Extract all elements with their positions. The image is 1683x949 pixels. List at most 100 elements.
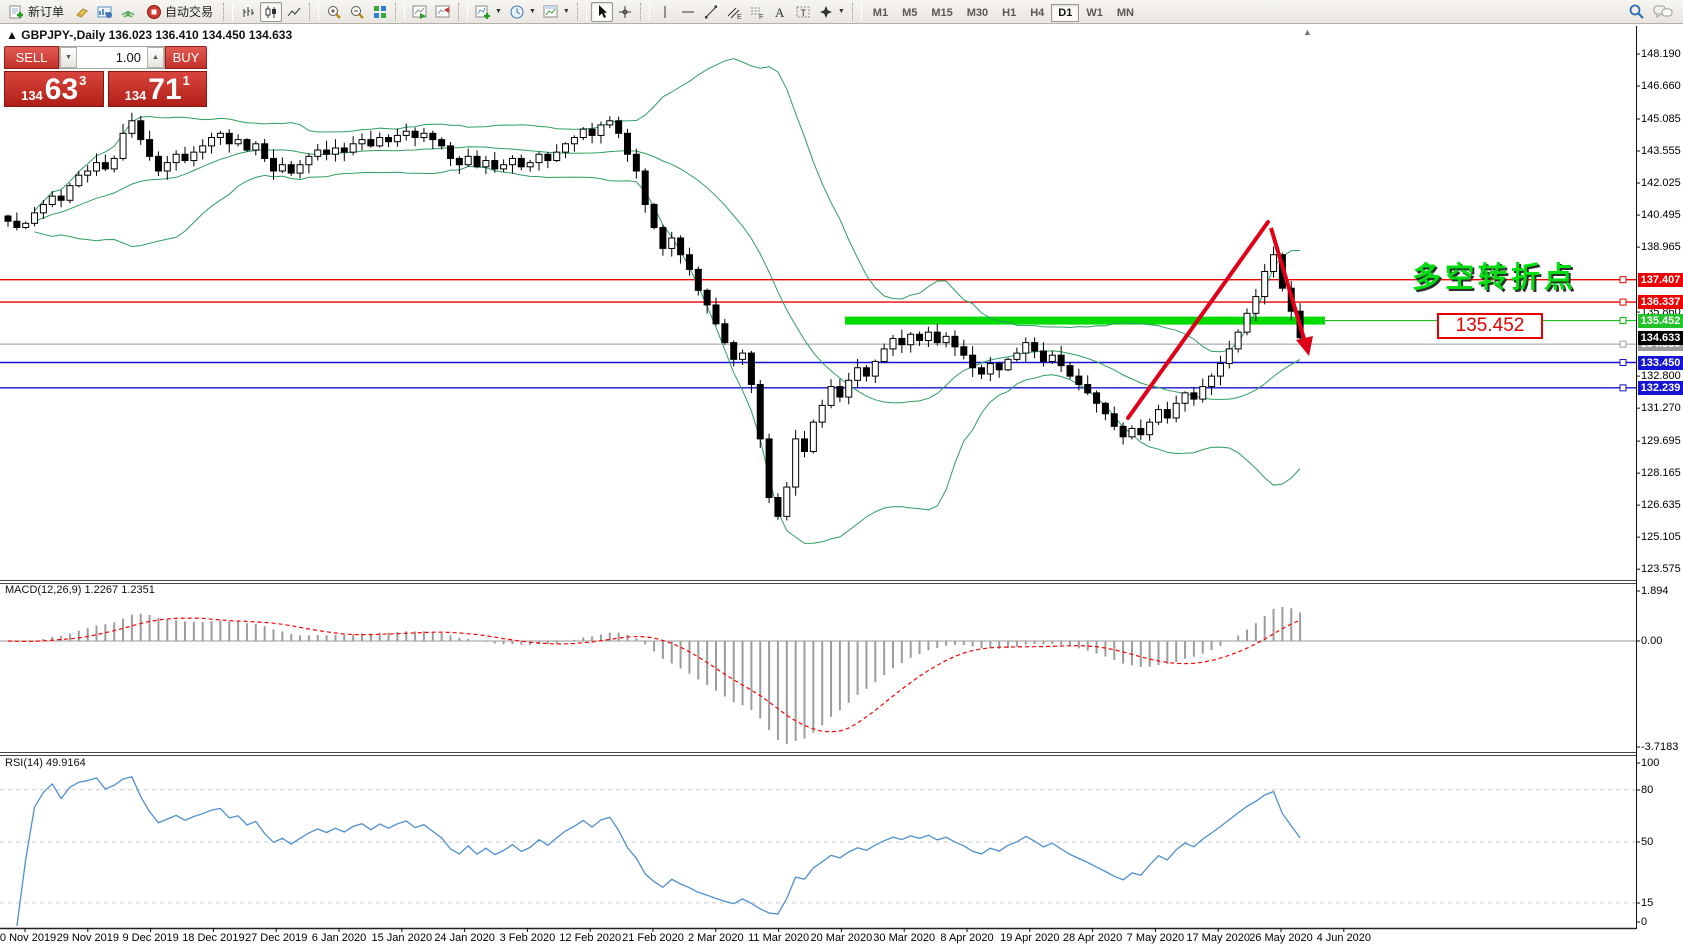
svg-text:E: E [737, 14, 742, 20]
autotrading-button[interactable]: 自动交易 [140, 2, 219, 22]
annotation-text[interactable]: 多空转折点 [1412, 262, 1578, 294]
chart-shift-button[interactable] [432, 2, 454, 22]
price-axis-tick: 125.105 [1641, 531, 1681, 544]
price-axis-tick: 140.495 [1641, 209, 1681, 222]
timeframe-d1[interactable]: D1 [1051, 3, 1080, 22]
tile-windows-button[interactable] [369, 2, 391, 22]
text-button[interactable]: A [769, 2, 791, 22]
toolbar-separator [223, 2, 234, 21]
bar-chart-icon [243, 6, 255, 17]
date-axis-label: 29 Nov 2019 [56, 932, 119, 944]
timeframe-w1[interactable]: W1 [1086, 6, 1103, 19]
timeframe-h1[interactable]: H1 [1002, 6, 1017, 19]
arrows-button[interactable]: ▼ [815, 2, 848, 22]
symbol-period-label: GBPJPY-,Daily [21, 28, 106, 42]
horizontal-line-button[interactable] [677, 2, 699, 22]
indicators-button[interactable]: ▼ [472, 2, 505, 22]
date-axis-label: 11 Mar 2020 [748, 932, 810, 944]
tile-windows-icon [374, 5, 387, 18]
new-order-icon [9, 5, 23, 18]
macd-axis-tick: 0.00 [1641, 635, 1663, 647]
search-icon[interactable] [1628, 3, 1645, 20]
rsi-axis-tick: 80 [1641, 784, 1654, 796]
new-order-button[interactable]: 新订单 [3, 2, 70, 22]
chat-icon[interactable] [1653, 4, 1673, 20]
candlestick-chart-icon [265, 5, 277, 18]
market-watch-button[interactable] [94, 2, 116, 22]
macd-axis-tick: -3.7183 [1641, 741, 1679, 753]
cursor-button[interactable] [590, 1, 613, 22]
sell-price-box[interactable]: 134 63 3 [4, 71, 104, 107]
profile-icon [76, 7, 88, 18]
signal-button[interactable] [117, 2, 139, 22]
main-toolbar: 新订单 自动交易 ▼ ▼ [0, 0, 1683, 24]
buy-price-big: 71 [148, 73, 182, 106]
trendline-button[interactable] [700, 2, 722, 22]
price-axis-tick: 145.085 [1641, 112, 1681, 125]
chart-title: ▲ GBPJPY-,Daily 136.023 136.410 134.450 … [6, 28, 292, 42]
date-axis-label: 28 Apr 2020 [1062, 932, 1123, 944]
dropdown-arrow-icon: ▼ [837, 8, 845, 15]
toolbar-separator [458, 2, 469, 21]
buy-price-box[interactable]: 134 71 1 [107, 71, 207, 107]
date-axis-label: 2 Mar 2020 [687, 932, 744, 944]
price-callout[interactable]: 135.452 [1437, 313, 1543, 339]
timeframe-m30[interactable]: M30 [966, 6, 989, 19]
text-icon: A [775, 5, 785, 20]
timeframe-m5[interactable]: M5 [902, 6, 918, 19]
volume-stepper: ▼ 1.00 ▲ [59, 46, 165, 69]
timeframe-group: M1 M5 M15 M30 H1 H4 D1 W1 MN [866, 3, 1141, 22]
price-tag-133.450: 133.450 [1638, 355, 1683, 370]
zoom-in-icon [328, 5, 341, 19]
text-label-button[interactable]: T [792, 2, 814, 22]
templates-button[interactable]: ▼ [540, 2, 573, 22]
buy-button[interactable]: BUY [165, 46, 207, 69]
text-label-icon: T [796, 6, 810, 18]
zoom-out-button[interactable] [346, 2, 368, 22]
date-axis-label: 9 Dec 2019 [122, 932, 179, 944]
svg-text:F: F [759, 14, 763, 20]
timeframe-m1[interactable]: M1 [872, 6, 889, 19]
new-order-label: 新订单 [28, 5, 65, 19]
profile-button[interactable] [71, 2, 93, 22]
date-axis-label: 18 Dec 2019 [182, 932, 245, 944]
svg-text:T: T [800, 8, 806, 18]
rsi-axis-tick: 50 [1641, 836, 1654, 848]
timeframe-m15[interactable]: M15 [931, 6, 953, 19]
rsi-axis-tick: 15 [1641, 897, 1654, 909]
volume-decrease-button[interactable]: ▼ [60, 47, 77, 68]
scroll-to-end-marker[interactable]: ▲ [1303, 27, 1312, 37]
price-axis-tick: 129.695 [1641, 435, 1681, 448]
auto-scroll-button[interactable] [409, 2, 431, 22]
vertical-line-button[interactable] [654, 2, 676, 22]
price-axis-tick: 138.965 [1641, 241, 1681, 254]
crosshair-icon [618, 5, 631, 18]
macd-signal-value: 1.2351 [121, 584, 155, 596]
crosshair-button[interactable] [614, 2, 636, 22]
date-axis-label: 20 Mar 2020 [810, 932, 873, 944]
rsi-axis-tick: 100 [1641, 757, 1660, 769]
periods-button[interactable]: ▼ [506, 2, 539, 22]
timeframe-mn[interactable]: MN [1116, 6, 1134, 19]
fibonacci-button[interactable]: F [746, 2, 768, 22]
cursor-icon [598, 4, 607, 18]
sell-button[interactable]: SELL [4, 46, 59, 69]
date-axis-label: 30 Mar 2020 [873, 932, 936, 944]
price-axis-tick: 132.800 [1641, 370, 1681, 383]
volume-increase-button[interactable]: ▲ [147, 47, 164, 68]
line-chart-button[interactable] [283, 2, 305, 22]
bar-chart-button[interactable] [237, 2, 259, 22]
dropdown-arrow-icon: ▼ [528, 8, 536, 15]
date-axis-label: 20 Nov 2019 [0, 932, 57, 944]
timeframe-h4[interactable]: H4 [1030, 6, 1045, 19]
date-axis-label: 15 Jan 2020 [371, 932, 433, 944]
autotrading-icon [147, 4, 162, 19]
volume-value[interactable]: 1.00 [115, 50, 141, 65]
date-axis-label: 3 Feb 2020 [499, 932, 556, 944]
buy-price-prefix: 134 [124, 88, 147, 103]
toolbar-separator [639, 2, 650, 21]
channel-button[interactable]: E [723, 2, 745, 22]
candlestick-chart-button[interactable] [260, 1, 283, 22]
zoom-in-button[interactable] [323, 2, 345, 22]
chart-plot[interactable] [0, 24, 1683, 949]
